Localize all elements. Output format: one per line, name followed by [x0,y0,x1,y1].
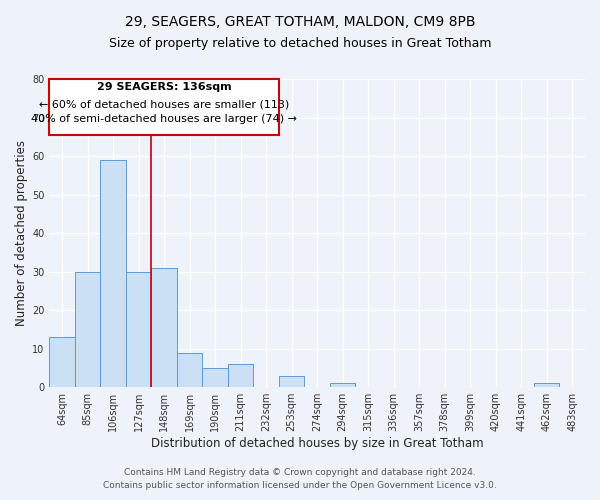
Bar [279,376,304,387]
X-axis label: Distribution of detached houses by size in Great Totham: Distribution of detached houses by size … [151,437,484,450]
Text: 29 SEAGERS: 136sqm: 29 SEAGERS: 136sqm [97,82,232,92]
Bar [49,337,75,387]
Text: 29, SEAGERS, GREAT TOTHAM, MALDON, CM9 8PB: 29, SEAGERS, GREAT TOTHAM, MALDON, CM9 8… [125,15,475,29]
FancyBboxPatch shape [49,79,279,135]
Bar [534,384,559,387]
Bar [202,368,228,387]
Bar [330,384,355,387]
Text: ← 60% of detached houses are smaller (113): ← 60% of detached houses are smaller (11… [39,99,289,109]
Bar [126,272,151,387]
Bar [151,268,177,387]
Text: Contains HM Land Registry data © Crown copyright and database right 2024.
Contai: Contains HM Land Registry data © Crown c… [103,468,497,490]
Bar [100,160,126,387]
Text: 40% of semi-detached houses are larger (74) →: 40% of semi-detached houses are larger (… [31,114,297,124]
Text: Size of property relative to detached houses in Great Totham: Size of property relative to detached ho… [109,38,491,51]
Bar [177,352,202,387]
Y-axis label: Number of detached properties: Number of detached properties [15,140,28,326]
Bar [75,272,100,387]
Bar [228,364,253,387]
